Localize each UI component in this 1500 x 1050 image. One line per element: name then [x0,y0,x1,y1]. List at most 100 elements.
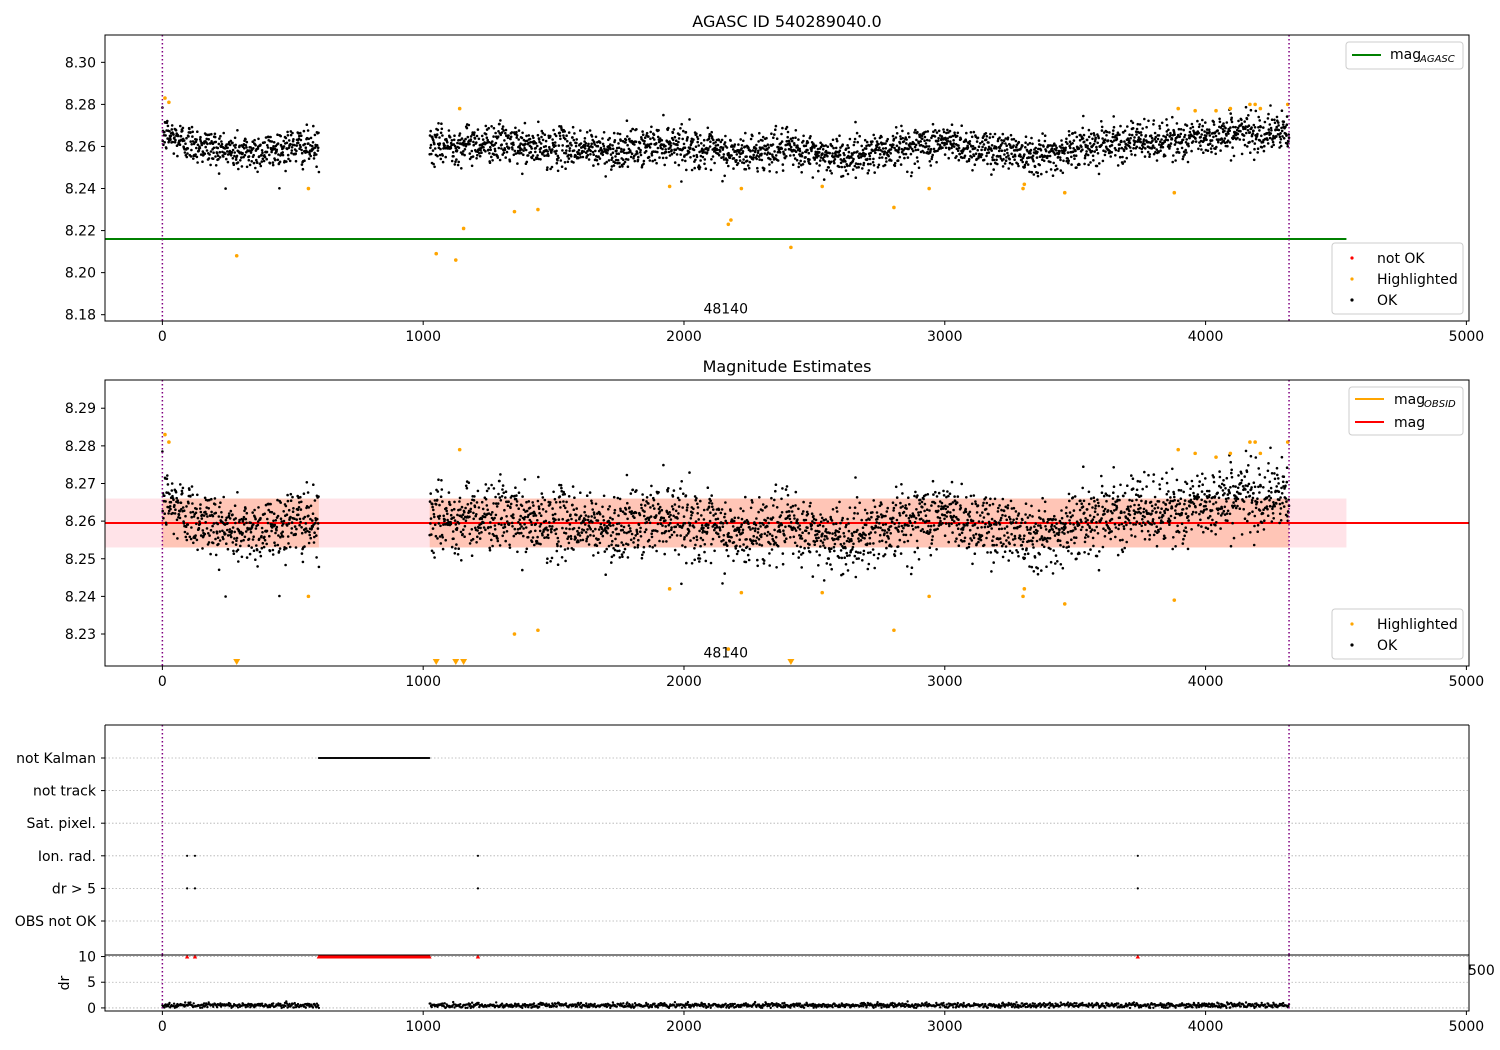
ok-point [457,522,461,525]
ok-point [828,151,831,155]
ok-point [1100,129,1104,132]
ok-point [1059,158,1062,162]
ok-point [672,530,676,534]
ok-point [490,483,493,487]
ok-point [661,147,664,151]
ok-point [247,158,251,162]
ok-point [1015,143,1019,147]
ok-point [941,141,945,145]
ok-point [471,155,475,158]
ok-point [278,547,282,550]
ok-point [464,137,467,141]
ok-point [289,133,293,137]
ok-point [843,165,846,169]
ok-point [436,128,440,132]
ok-point [1092,132,1096,135]
ok-point [1043,134,1047,137]
ok-point [1117,147,1121,150]
ok-point [618,556,622,559]
ok-point [756,564,759,568]
ok-point [725,521,729,525]
ok-point [311,141,315,144]
ok-point [751,527,755,530]
ok-point [523,146,526,150]
ok-point [270,510,274,514]
ok-point [827,166,830,169]
ok-point [240,156,243,159]
ok-point [571,503,574,507]
ok-point [1014,139,1018,143]
ok-point [304,522,308,525]
ok-point [501,534,505,538]
ok-point [610,168,613,171]
ok-point [720,508,724,511]
ok-point [242,538,245,542]
ok-point [591,150,595,154]
ok-point [1000,149,1004,152]
ok-point [721,525,725,528]
ok-point [1256,151,1259,154]
ok-point [878,153,882,156]
ok-point [460,167,463,170]
ok-point [309,504,313,508]
ok-point [1058,156,1062,159]
ok-point [708,145,712,148]
ok-point [1093,134,1096,137]
ok-point [1147,119,1150,123]
ok-point [694,158,697,162]
ok-point [1257,115,1260,119]
ok-point [669,518,673,521]
ok-point [1159,149,1162,152]
ok-point [463,148,467,151]
ok-point [292,138,295,141]
ok-point [188,535,192,539]
ok-point [679,534,682,537]
ok-point [1173,143,1177,146]
ok-point [725,146,729,149]
ok-point [653,158,657,162]
ok-point [475,501,479,504]
ok-point [572,527,576,530]
ok-point [660,139,664,142]
ok-point [175,496,178,500]
ok-point [819,545,822,548]
ok-point [682,492,685,496]
ok-point [567,541,571,545]
ok-point [621,165,624,168]
ok-point [699,544,702,548]
ok-point [686,503,689,507]
ok-point [989,147,993,150]
ok-point [1266,138,1269,142]
ok-point [1039,148,1043,152]
ok-point [775,566,778,569]
ok-point [833,531,837,535]
ok-point [637,147,641,150]
ok-point [493,149,497,153]
ok-point [1144,147,1147,150]
ok-point [909,152,913,156]
ok-point [185,538,189,542]
ok-point [567,518,570,522]
ok-point [270,140,274,143]
ok-point [706,486,710,490]
ok-point [889,148,893,151]
ok-point [521,172,524,176]
ok-point [800,537,804,540]
ok-point [765,505,768,508]
ok-point [518,152,521,155]
ok-point [514,126,517,130]
ok-point [168,505,172,508]
ok-point [886,137,889,141]
ok-point [302,129,306,133]
ok-point [835,137,838,141]
ok-point [429,522,432,525]
ok-point [1011,155,1015,158]
ok-point [756,558,759,562]
ok-point [1248,140,1251,144]
ok-point [275,148,279,152]
ok-point [1277,121,1280,124]
ok-point [918,135,921,138]
ok-point [311,144,314,148]
ok-point [492,135,495,138]
ok-point [294,159,298,163]
